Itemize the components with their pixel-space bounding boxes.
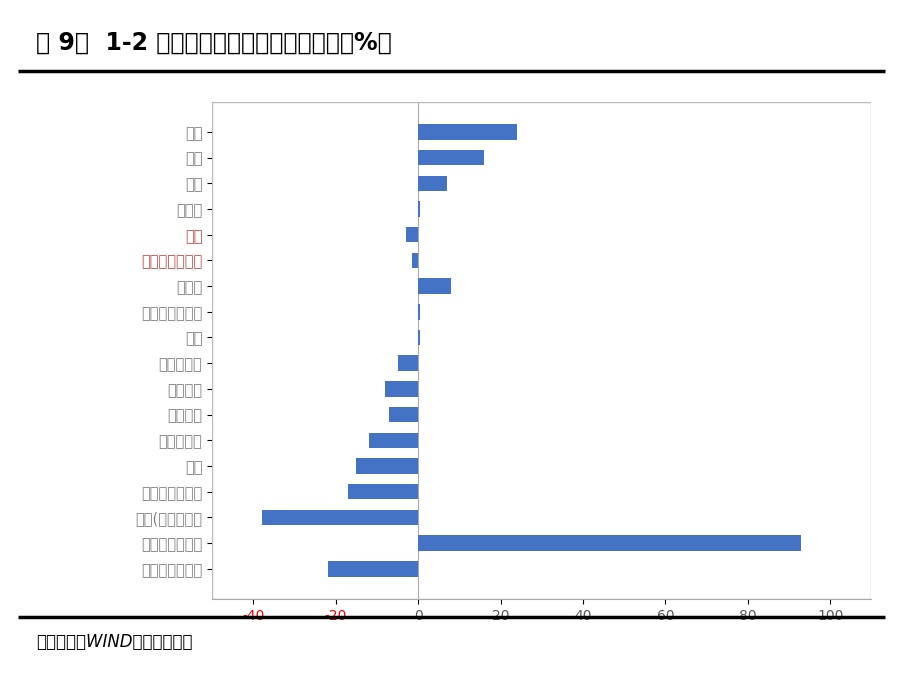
Bar	[385, 381, 418, 397]
Bar	[418, 175, 446, 191]
Bar	[405, 227, 418, 242]
Bar	[389, 407, 418, 422]
Bar	[327, 561, 418, 577]
Bar	[418, 201, 419, 217]
Bar	[418, 330, 419, 345]
Bar	[356, 458, 418, 474]
Bar	[397, 355, 418, 371]
Bar	[368, 433, 418, 448]
Bar	[418, 278, 451, 294]
Bar	[418, 304, 419, 320]
Bar	[411, 253, 418, 268]
Text: 资料来源：WIND，财信研究院: 资料来源：WIND，财信研究院	[36, 633, 192, 651]
Text: 图 9：  1-2 月主要商品进口数量增逗变化（%）: 图 9： 1-2 月主要商品进口数量增逗变化（%）	[36, 30, 391, 54]
Bar	[348, 484, 418, 500]
Bar	[262, 510, 418, 525]
Bar	[418, 536, 800, 551]
Bar	[418, 124, 517, 139]
Bar	[418, 150, 483, 165]
